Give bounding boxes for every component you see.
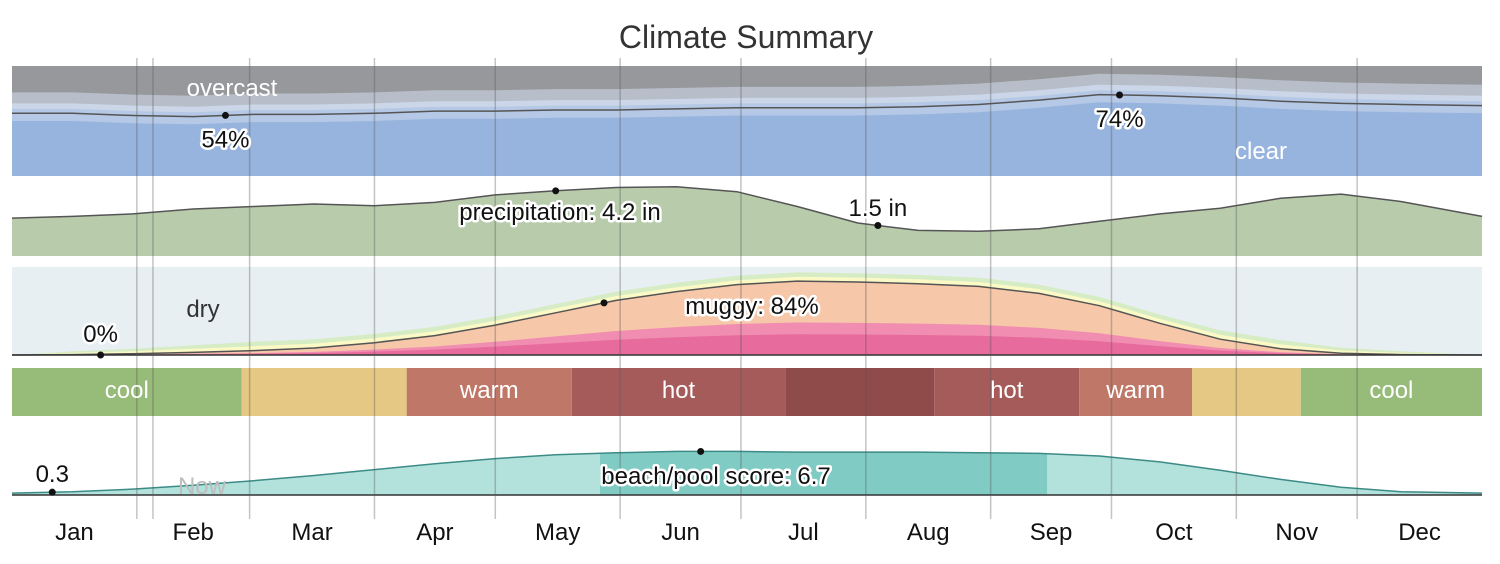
month-label-dec: Dec	[1398, 519, 1441, 546]
temperature-band-hot-5	[934, 368, 1080, 416]
temperature-band-unlabeled-4	[785, 368, 935, 416]
temperature-band-warm-6	[1079, 368, 1193, 416]
precipitation-max-point	[552, 187, 560, 195]
humidity-miserable-band	[12, 334, 1482, 355]
cloud-cover-panel	[12, 66, 1483, 176]
beach-score-line	[11, 450, 1483, 494]
precipitation-panel	[11, 185, 1483, 256]
precipitation-area	[12, 186, 1482, 256]
month-label-apr: Apr	[416, 519, 453, 546]
chart-title: Climate Summary	[619, 19, 873, 55]
precipitation-min-point	[874, 221, 882, 229]
temperature-bands-panel	[12, 368, 1482, 416]
temperature-band-label-5: hot	[990, 377, 1024, 404]
month-label-mar: Mar	[291, 519, 332, 546]
month-label-jan: Jan	[55, 519, 94, 546]
humidity-muggy-line	[11, 280, 1483, 356]
panel-labels: 54% 74% overcast clear precipitation: 4.2 in…	[33, 75, 1413, 500]
month-axis: Jan Feb Mar Apr May Jun Jul Aug Sep Oct Nov Dec	[55, 519, 1441, 546]
humidity-min-label: 0%	[83, 321, 118, 348]
humidity-max-point	[600, 299, 608, 307]
temperature-band-hot-3	[571, 368, 786, 416]
precipitation-min-label: 1.5 in	[849, 195, 908, 222]
beach-best-window	[600, 451, 1048, 495]
temperature-band-label-3: hot	[662, 377, 696, 404]
cloud-clear-band	[12, 102, 1482, 176]
temperature-band-label-8: cool	[1369, 377, 1413, 404]
month-label-sep: Sep	[1030, 519, 1073, 546]
overcast-label: overcast	[187, 75, 278, 102]
month-label-feb: Feb	[173, 519, 214, 546]
beach-pool-panel	[11, 447, 1483, 496]
beach-score-label: beach/pool score: 6.7	[601, 463, 831, 490]
temperature-band-cool-8	[1300, 368, 1482, 416]
temperature-band-label-2: warm	[459, 377, 519, 404]
month-label-jun: Jun	[661, 519, 700, 546]
beach-min-point	[48, 488, 56, 496]
temperature-band-label-0: cool	[105, 377, 149, 404]
cloud-min-label: 54%	[201, 126, 249, 153]
humidity-panel	[11, 267, 1483, 359]
cloud-max-label: 74%	[1096, 106, 1144, 133]
humidity-label: muggy: 84%	[685, 293, 818, 320]
temperature-band-label-6: warm	[1105, 377, 1165, 404]
month-label-may: May	[535, 519, 580, 546]
temperature-band-warm-2	[406, 368, 572, 416]
beach-max-point	[697, 447, 705, 455]
today-now-label: Now	[178, 473, 227, 500]
humidity-min-point	[97, 351, 105, 359]
clear-label: clear	[1235, 138, 1287, 165]
temperature-band-unlabeled-1	[241, 368, 407, 416]
month-label-jul: Jul	[788, 519, 819, 546]
month-label-aug: Aug	[907, 519, 950, 546]
precipitation-label: precipitation: 4.2 in	[459, 199, 660, 226]
month-label-nov: Nov	[1275, 519, 1318, 546]
cloud-max-point	[1116, 91, 1124, 99]
cloud-clear-line	[12, 93, 1483, 118]
beach-min-label: 0.3	[36, 461, 69, 488]
precipitation-line	[11, 185, 1483, 233]
temperature-band-cool-0	[12, 368, 242, 416]
cloud-min-point	[221, 111, 229, 119]
temperature-band-unlabeled-7	[1192, 368, 1301, 416]
month-label-oct: Oct	[1155, 519, 1193, 546]
dry-label: dry	[186, 296, 219, 323]
month-grid	[136, 58, 1358, 519]
